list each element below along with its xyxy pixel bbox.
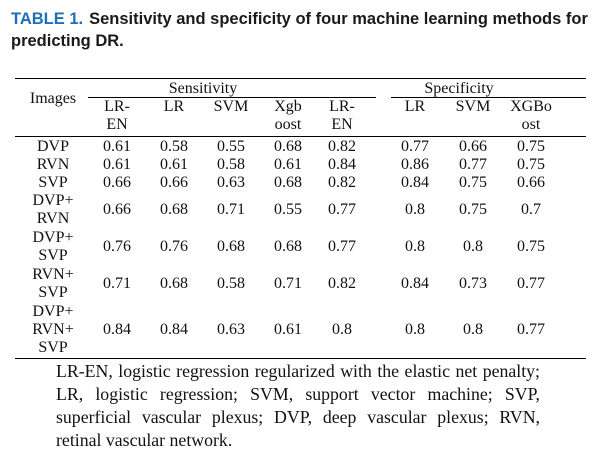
table-cell-value: 0.68 — [274, 238, 302, 255]
table-cell-value: 0.8 — [405, 201, 425, 218]
column-header: LR — [404, 98, 426, 115]
row-label: SVP — [38, 339, 68, 356]
table-cell-value: 0.71 — [103, 275, 131, 292]
row-label: SVP — [38, 247, 68, 264]
column-header: LR- — [104, 98, 130, 115]
table-cell-value: 0.84 — [328, 156, 356, 173]
table-cell-value: 0.77 — [328, 238, 356, 255]
table-cell-value: 0.68 — [160, 201, 188, 218]
column-header: LR- — [329, 98, 355, 115]
table-cell-value: 0.71 — [274, 275, 302, 292]
row-label: RVN — [36, 156, 70, 173]
row-label: DVP+ — [32, 229, 74, 246]
table-cell-value: 0.7 — [521, 201, 541, 218]
table-cell-value: 0.61 — [103, 156, 131, 173]
table-cell-value: 0.58 — [217, 156, 245, 173]
table-cell-value: 0.68 — [274, 174, 302, 191]
table-cell-value: 0.8 — [405, 321, 425, 338]
table-cell-value: 0.8 — [463, 238, 483, 255]
table-label: TABLE 1. — [11, 10, 84, 28]
table-cell-value: 0.68 — [217, 238, 245, 255]
table-cell-value: 0.84 — [401, 275, 429, 292]
column-header: EN — [331, 116, 353, 133]
table-cell-value: 0.76 — [160, 238, 188, 255]
table-cell-value: 0.77 — [401, 138, 429, 155]
group-header-sensitivity: Sensitivity — [168, 80, 238, 97]
table-cell-value: 0.77 — [459, 156, 487, 173]
table-cell-value: 0.84 — [103, 321, 131, 338]
table-cell-value: 0.75 — [517, 156, 545, 173]
table-cell-value: 0.61 — [160, 156, 188, 173]
table-cell-value: 0.84 — [160, 321, 188, 338]
table-footnote: LR-EN, logistic regression regularized w… — [56, 361, 540, 450]
table-cell-value: 0.8 — [463, 321, 483, 338]
row-label: SVP — [38, 284, 68, 301]
table-cell-value: 0.66 — [517, 174, 545, 191]
table-cell-value: 0.86 — [401, 156, 429, 173]
row-label: RVN+ — [32, 266, 74, 283]
table-cell-value: 0.77 — [517, 275, 545, 292]
table-cell-value: 0.68 — [160, 275, 188, 292]
group-header-specificity: Specificity — [424, 80, 494, 97]
column-header: LR — [163, 98, 185, 115]
column-header: ost — [521, 116, 541, 133]
table-caption: TABLE 1. Sensitivity and specificity of f… — [11, 8, 591, 52]
table-cell-value: 0.66 — [160, 174, 188, 191]
table-cell-value: 0.75 — [517, 138, 545, 155]
table-cell-value: 0.73 — [459, 275, 487, 292]
table-cell-value: 0.82 — [328, 174, 356, 191]
data-table: Images Sensitivity Specificity LR- EN LR SVM Xg… — [15, 78, 586, 359]
column-header: SVM — [455, 98, 491, 115]
table-cell-value: 0.61 — [103, 138, 131, 155]
table-cell-value: 0.63 — [217, 174, 245, 191]
table-cell-value: 0.58 — [160, 138, 188, 155]
specificity-rule — [391, 97, 586, 98]
table-cell-value: 0.61 — [274, 321, 302, 338]
table-cell-value: 0.66 — [459, 138, 487, 155]
table-cell-value: 0.66 — [103, 201, 131, 218]
table-cell-value: 0.55 — [274, 201, 302, 218]
table-cell-value: 0.8 — [405, 238, 425, 255]
table-cell-value: 0.82 — [328, 275, 356, 292]
column-header: oost — [274, 116, 302, 133]
column-header: SVM — [213, 98, 249, 115]
row-label: DVP+ — [32, 192, 74, 209]
table-cell-value: 0.76 — [103, 238, 131, 255]
header-rule — [15, 136, 586, 137]
table-cell-value: 0.82 — [328, 138, 356, 155]
table-cell-value: 0.75 — [459, 201, 487, 218]
column-header: Xgb — [274, 98, 302, 115]
row-label: DVP — [36, 138, 70, 155]
row-label: RVN+ — [32, 321, 74, 338]
table-cell-value: 0.75 — [517, 238, 545, 255]
column-header: XGBo — [510, 98, 552, 115]
table-cell-value: 0.77 — [517, 321, 545, 338]
table-cell-value: 0.58 — [217, 275, 245, 292]
row-header-images: Images — [29, 90, 77, 107]
sensitivity-rule — [88, 97, 376, 98]
table-cell-value: 0.66 — [103, 174, 131, 191]
table-title: Sensitivity and specificity of four mach… — [11, 10, 588, 50]
row-label: DVP+ — [32, 303, 74, 320]
table-cell-value: 0.8 — [332, 321, 352, 338]
table-cell-value: 0.68 — [274, 138, 302, 155]
table-cell-value: 0.75 — [459, 174, 487, 191]
column-header: EN — [106, 116, 128, 133]
row-label: RVN — [36, 210, 70, 227]
table-cell-value: 0.63 — [217, 321, 245, 338]
table-cell-value: 0.77 — [328, 201, 356, 218]
table-cell-value: 0.55 — [217, 138, 245, 155]
table-cell-value: 0.71 — [217, 201, 245, 218]
table-cell-value: 0.84 — [401, 174, 429, 191]
table-cell-value: 0.61 — [274, 156, 302, 173]
row-label: SVP — [38, 174, 68, 191]
